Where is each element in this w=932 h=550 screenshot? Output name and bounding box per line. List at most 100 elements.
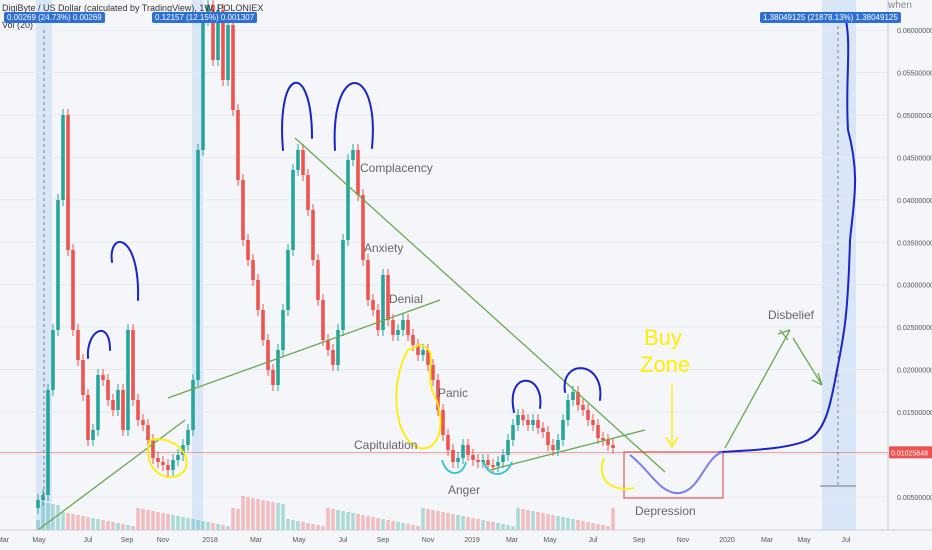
volume-bar xyxy=(351,513,355,530)
arch-3a xyxy=(511,379,542,413)
volume-bar xyxy=(176,516,180,530)
y-tick-label: 0.03000000 xyxy=(897,283,932,290)
arch-1b xyxy=(110,241,140,301)
measure-pill-left-2[interactable]: 0.12157 (12.15%) 0.001307 xyxy=(152,12,258,23)
candle-body xyxy=(106,380,110,400)
trendline-support-3 xyxy=(489,429,646,471)
candle-body xyxy=(431,365,435,380)
volume-bar xyxy=(511,526,515,530)
candle-body xyxy=(401,320,405,330)
volume-bar xyxy=(571,519,575,530)
volume-bar xyxy=(226,526,230,530)
candle-body xyxy=(371,300,375,310)
volume-bar xyxy=(486,521,490,530)
arrow-head-b xyxy=(777,329,791,335)
volume-bar xyxy=(86,517,90,530)
candle-body xyxy=(591,420,595,425)
x-tick-label: Sep xyxy=(633,537,646,544)
candle-body xyxy=(356,150,360,195)
x-tick-label: Mar xyxy=(0,537,10,544)
volume-bar xyxy=(516,508,520,530)
candle-body xyxy=(51,330,55,390)
candle-body xyxy=(551,445,555,450)
volume-bar xyxy=(301,522,305,530)
candle-body xyxy=(116,390,120,410)
volume-bar xyxy=(536,512,540,530)
volume-bar xyxy=(371,517,375,530)
volume-bar xyxy=(146,510,150,530)
volume-bar xyxy=(156,512,160,530)
candle-body xyxy=(496,462,500,466)
candle-body xyxy=(336,330,340,365)
volume-bar xyxy=(286,519,290,530)
volume-bar xyxy=(396,522,400,530)
volume-bar xyxy=(126,525,130,530)
volume-bar xyxy=(116,523,120,530)
cyan-curve-2 xyxy=(483,461,513,475)
candle-body xyxy=(236,110,240,180)
volume-bar xyxy=(496,523,500,530)
projection-curve-blue xyxy=(719,14,857,453)
candle-body xyxy=(556,440,560,450)
candle-body xyxy=(66,115,70,250)
label-disbelief: Disbelief xyxy=(768,308,815,322)
candle-body xyxy=(221,10,225,80)
volume-bar xyxy=(266,501,270,530)
volume-bar xyxy=(56,505,60,530)
volume-bar xyxy=(566,518,570,530)
candle-body xyxy=(361,195,365,260)
measure-pill-left-1[interactable]: 0.00269 (24.73%) 0.00269 xyxy=(4,12,105,23)
candle-body xyxy=(231,25,235,110)
candle-body xyxy=(326,340,330,350)
candle-body xyxy=(501,455,505,462)
candle-body xyxy=(171,460,175,470)
volume-bar xyxy=(381,519,385,530)
volume-bar xyxy=(506,525,510,530)
volume-bar xyxy=(161,513,165,530)
highlight-band-3 xyxy=(822,0,856,530)
candle-body xyxy=(41,495,45,500)
candle-body xyxy=(561,420,565,440)
candle-body xyxy=(216,10,220,60)
x-tick-label: Nov xyxy=(422,537,435,544)
measure-pill-right[interactable]: 1.38049125 (21878.13%) 1.38049125 xyxy=(760,12,901,23)
volume-bar xyxy=(291,520,295,530)
volume-bar xyxy=(461,516,465,530)
volume-bar xyxy=(136,508,140,530)
y-tick-label: 0.06000000 xyxy=(897,28,932,35)
x-tick-label: May xyxy=(797,537,811,544)
candle-body xyxy=(386,275,390,320)
yellow-hook xyxy=(601,457,635,490)
volume-bar xyxy=(41,502,45,530)
candle-body xyxy=(81,360,85,395)
candle-body xyxy=(136,400,140,420)
volume-bar xyxy=(46,503,50,530)
volume-bar xyxy=(606,526,610,530)
volume-bar xyxy=(206,522,210,530)
candle-body xyxy=(366,260,370,300)
volume-bar xyxy=(236,509,240,530)
projection-curve-dip xyxy=(629,451,723,495)
candle-body xyxy=(456,458,460,462)
candle-body xyxy=(71,250,75,330)
y-tick-label: 0.02000000 xyxy=(897,368,932,375)
candle-body xyxy=(601,438,605,440)
volume-bar xyxy=(436,511,440,530)
volume-bar xyxy=(446,513,450,530)
candle-body xyxy=(96,375,100,430)
volume-bar xyxy=(66,513,70,530)
volume-bar xyxy=(541,513,545,530)
x-tick-label: Jul xyxy=(339,537,348,544)
volume-bar xyxy=(331,509,335,530)
candle-body xyxy=(56,200,60,330)
volume-bar xyxy=(221,525,225,530)
candle-body xyxy=(341,240,345,330)
candle-body xyxy=(61,115,65,200)
candle-body xyxy=(131,330,135,400)
volume-bar xyxy=(211,523,215,530)
volume-bar xyxy=(326,508,330,530)
candle-body xyxy=(321,300,325,340)
candle-body xyxy=(156,458,160,462)
candle-body xyxy=(151,440,155,458)
